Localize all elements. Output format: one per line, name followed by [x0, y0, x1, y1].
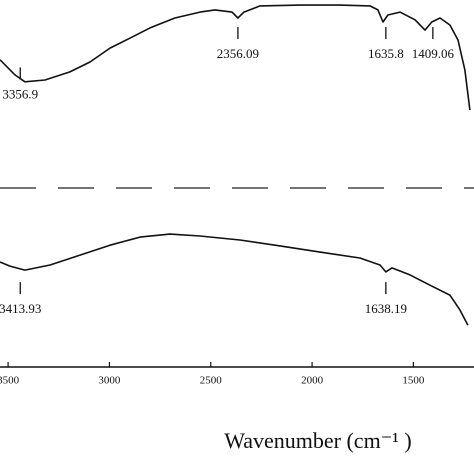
peak-label: 3356.9 [2, 86, 38, 101]
peak-label: 1409.06 [412, 46, 455, 61]
x-tick-label: 3000 [98, 375, 121, 387]
x-tick-label: 1500 [402, 375, 425, 387]
spectrum-line [0, 4, 471, 111]
peak-label: 3413.93 [0, 301, 41, 316]
x-tick-label: 2500 [200, 375, 223, 387]
peak-label: 2356.09 [217, 46, 259, 61]
x-axis-title: Wavenumber (cm⁻¹ ) [224, 428, 411, 453]
peak-label: 1635.8 [368, 46, 404, 61]
peak-label: 1638.19 [365, 301, 407, 316]
spectrum-line [0, 233, 469, 326]
x-tick-label: 3500 [0, 375, 20, 387]
x-tick-label: 2000 [301, 375, 324, 387]
